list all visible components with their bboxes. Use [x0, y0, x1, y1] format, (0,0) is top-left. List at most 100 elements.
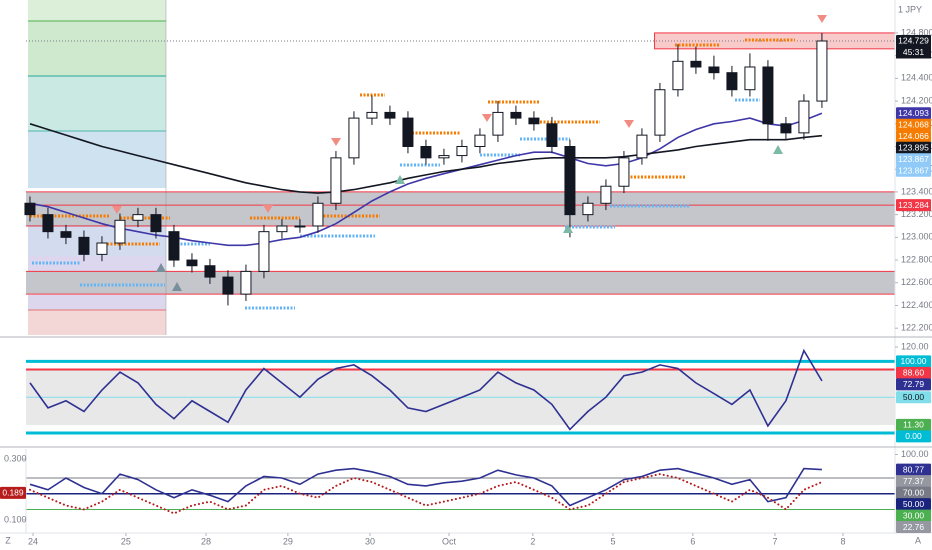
x-tick-label: 25 — [121, 536, 131, 546]
price-tag — [896, 418, 931, 431]
candle-body — [24, 202, 36, 216]
candle-body — [348, 117, 360, 159]
price-tag — [896, 164, 931, 177]
price-tag-label: 50.00 — [903, 499, 925, 509]
price-tag-label: 123.867 — [898, 165, 929, 175]
price-tag-label: 123.867 — [898, 154, 929, 164]
countdown-tag — [896, 46, 931, 59]
sr-dots — [30, 38, 795, 310]
price-tag — [896, 391, 931, 404]
y-tick-label: 123.200 — [901, 209, 932, 219]
candle-body — [186, 259, 198, 267]
x-tick-label: 5 — [610, 536, 615, 546]
price-tag — [896, 430, 931, 443]
price-tag-label: 123.895 — [898, 142, 929, 152]
x-tick-label: 8 — [840, 536, 845, 546]
price-tag — [896, 34, 931, 47]
price-tag-label: 0.00 — [905, 431, 922, 441]
indicator-line — [29, 467, 822, 507]
candle-body — [222, 276, 234, 295]
fib-box — [28, 0, 166, 21]
y-tick-label: 122.400 — [901, 300, 932, 310]
x-tick-label: 30 — [365, 536, 375, 546]
candle-body — [600, 185, 612, 204]
y-tick-label: 123.000 — [901, 232, 932, 242]
signals — [112, 15, 827, 291]
price-tag-label: 124.729 — [898, 36, 929, 46]
candle-body — [582, 202, 594, 216]
candle-body — [654, 89, 666, 136]
price-tag — [896, 153, 931, 166]
moving-average — [29, 123, 822, 194]
countdown-label: 45:31 — [903, 47, 925, 57]
x-tick-label: Oct — [442, 536, 457, 546]
buy-signal — [156, 263, 166, 272]
plot — [24, 32, 828, 515]
fib-box — [28, 131, 166, 188]
candle-body — [762, 66, 774, 125]
price-tag-label: 70.00 — [903, 487, 925, 497]
candle-body — [420, 145, 432, 159]
candle-body — [510, 111, 522, 119]
candle-body — [546, 123, 558, 147]
zone — [26, 271, 895, 295]
fib-box — [28, 21, 166, 76]
candle-body — [672, 60, 684, 91]
candle-body — [312, 202, 324, 227]
zone — [26, 191, 895, 226]
candle-body — [294, 225, 306, 228]
sell-signal — [624, 120, 634, 128]
price-tag — [896, 521, 931, 533]
candle-body — [618, 157, 630, 187]
price-tag-label: 30.00 — [903, 510, 925, 520]
scale-button[interactable]: Z — [5, 535, 11, 545]
y-tick-label: 124.200 — [901, 95, 932, 105]
candle-body — [132, 214, 144, 221]
candle-body — [690, 60, 702, 68]
fib-box — [28, 295, 166, 310]
price-tag — [896, 486, 931, 499]
price-tag — [896, 355, 931, 368]
price-tag-label: 22.76 — [903, 522, 925, 532]
candle-body — [60, 231, 72, 238]
candle-body — [744, 66, 756, 91]
moving-average — [29, 112, 823, 247]
auto-button[interactable]: A — [915, 535, 921, 545]
x-tick-label: 29 — [283, 536, 293, 546]
candle-body — [330, 157, 342, 204]
candle-body — [258, 231, 270, 272]
price-tag-label: 88.60 — [903, 368, 925, 378]
indicator-line — [29, 348, 823, 431]
price-tag-label: 123.284 — [898, 200, 929, 210]
fib-box — [28, 76, 166, 131]
buy-signal — [563, 224, 573, 233]
x-tick-label: 28 — [201, 536, 211, 546]
candle-body — [456, 145, 468, 157]
candle-body — [726, 72, 738, 91]
candle-body — [150, 214, 162, 233]
candle-body — [816, 40, 828, 102]
candle-body — [276, 225, 288, 233]
candle-body — [384, 111, 396, 119]
price-tag — [896, 509, 931, 522]
price-tag — [896, 118, 931, 131]
price-tag — [896, 141, 931, 154]
price-tag — [896, 366, 931, 379]
price-tag — [0, 486, 26, 499]
candle-body — [240, 270, 252, 295]
x-tick-label: 2 — [530, 536, 535, 546]
candle-body — [204, 265, 216, 278]
y-tick-label: 120.00 — [901, 341, 929, 351]
price-tag-label: 77.37 — [903, 476, 925, 486]
x-tick-label: 7 — [772, 536, 777, 546]
y-tick-label: 122.600 — [901, 277, 932, 287]
price-tag — [896, 378, 931, 391]
candle-body — [402, 117, 414, 147]
candle-body — [492, 111, 504, 136]
y2-tick-label: 0.100 — [4, 514, 27, 524]
candle-body — [168, 231, 180, 261]
candle-body — [636, 134, 648, 159]
price-tag-label: 124.068 — [898, 119, 929, 129]
